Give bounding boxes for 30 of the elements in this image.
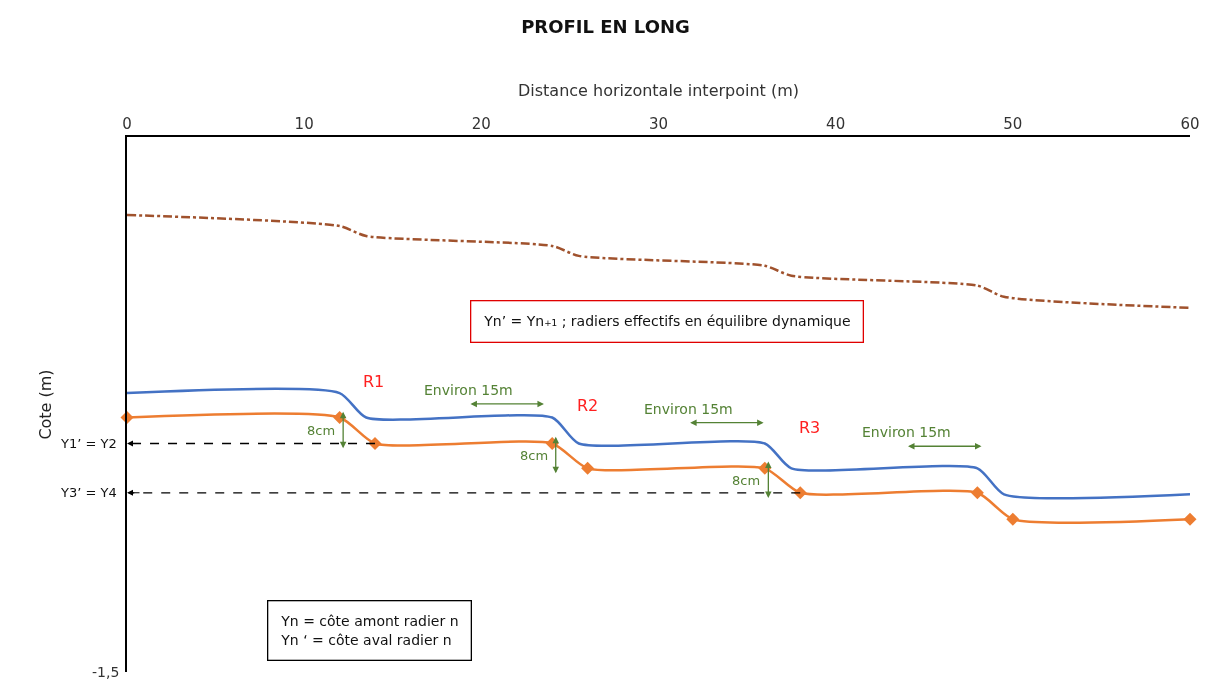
x-axis-title: Distance horizontale interpoint (m): [517, 80, 800, 100]
x-tick-label: 50: [1003, 115, 1023, 134]
x-tick-label: 40: [826, 115, 846, 134]
annotation: Y1’ = Y2: [60, 436, 117, 451]
text: Yn = côte amont radier n Yn ‘ = côte aval radier n: [280, 613, 459, 648]
annotation: Environ 15m: [862, 424, 951, 440]
point: [970, 486, 984, 500]
text: -1,5: [92, 664, 120, 680]
annotation: 8cm: [520, 448, 549, 463]
annotation: R2: [577, 396, 599, 415]
x-tick-label: 30: [648, 115, 669, 134]
point: [581, 461, 595, 475]
annotation: R1: [363, 372, 385, 391]
chart-title: PROFIL EN LONG: [521, 16, 690, 38]
annotation: 8cm: [307, 423, 336, 438]
x-tick-label: 10: [294, 115, 314, 134]
point: [1183, 512, 1197, 526]
point: [793, 486, 807, 500]
annotation: Y3’ = Y4: [60, 485, 117, 500]
annotation: 8cm: [732, 473, 761, 488]
point: [1006, 512, 1020, 526]
x-tick-label: 60: [1180, 115, 1200, 134]
point: [368, 436, 382, 450]
annotation: Environ 15m: [424, 382, 513, 398]
annotation: R3: [799, 418, 821, 437]
x-tick-label: 20: [471, 115, 491, 134]
y-axis-title: Cote (m): [35, 369, 55, 440]
annotation: Environ 15m: [644, 401, 733, 417]
annotation: Yn’ = Yn₊₁ ; radiers effectifs en équilibre dynamique: [483, 313, 851, 330]
x-tick-label: 0: [122, 115, 132, 134]
